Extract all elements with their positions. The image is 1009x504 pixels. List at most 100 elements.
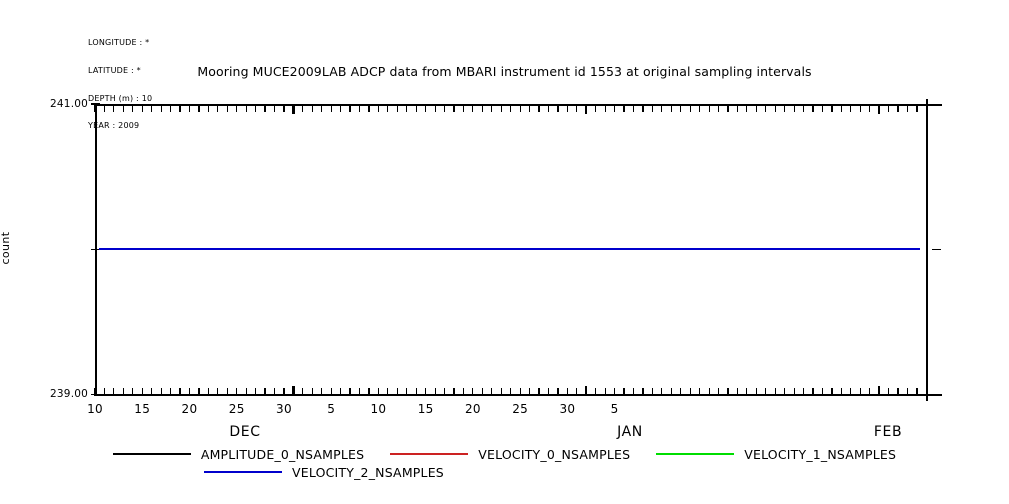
x-tick-mark [784, 388, 786, 396]
x-tick-mark [661, 388, 663, 396]
legend-item-velocity-0-nsamples[interactable]: VELOCITY_0_NSAMPLES [390, 447, 630, 462]
legend-row-2: VELOCITY_2_NSAMPLES [0, 464, 1009, 480]
x-tick-mark [453, 104, 455, 112]
legend-label: AMPLITUDE_0_NSAMPLES [200, 446, 365, 462]
x-tick-mark [765, 104, 767, 112]
x-tick-mark [160, 104, 162, 112]
legend-color-swatch [656, 453, 735, 455]
x-tick-mark [377, 388, 380, 396]
x-tick-mark [491, 104, 493, 112]
x-tick-mark [774, 388, 776, 396]
x-tick-mark [113, 104, 115, 112]
x-tick-mark [94, 388, 96, 396]
x-tick-mark [103, 388, 106, 396]
x-tick-mark [481, 104, 483, 112]
x-tick-mark [510, 388, 512, 396]
x-tick-mark [425, 388, 427, 396]
x-tick-mark [651, 104, 653, 112]
x-tick-mark [746, 388, 748, 396]
x-tick-mark [632, 388, 635, 396]
x-tick-mark [122, 388, 124, 396]
x-tick-mark [340, 104, 342, 112]
x-tick-mark [169, 388, 172, 396]
x-tick-mark [387, 388, 389, 396]
x-tick-mark [264, 388, 266, 396]
x-tick-mark [169, 104, 172, 112]
x-tick-mark [661, 104, 663, 112]
x-tick-mark [340, 388, 342, 396]
x-tick-mark [387, 104, 389, 112]
x-tick-mark [765, 388, 767, 396]
x-tick-mark [255, 104, 257, 112]
x-tick-mark [434, 104, 436, 112]
x-tick-mark [406, 104, 408, 112]
x-tick-mark [557, 388, 559, 396]
legend-color-swatch [390, 453, 469, 455]
x-tick-mark [689, 104, 691, 112]
x-tick-mark [802, 104, 805, 112]
x-tick-mark [377, 104, 380, 112]
x-tick-mark [689, 388, 691, 396]
x-tick-mark [273, 104, 276, 112]
legend-label: VELOCITY_2_NSAMPLES [292, 464, 444, 480]
x-tick-mark [179, 388, 181, 396]
legend-item-amplitude-0-nsamples[interactable]: AMPLITUDE_0_NSAMPLES [112, 446, 365, 462]
x-tick-label: 10 [87, 402, 103, 416]
x-tick-mark [906, 388, 909, 396]
x-tick-mark [547, 388, 550, 396]
metadata-block: LONGITUDE : * LATITUDE : * DEPTH (m) : 1… [88, 20, 152, 140]
x-tick-mark [736, 388, 739, 396]
legend-color-swatch [204, 471, 282, 473]
x-tick-mark [812, 104, 814, 112]
x-tick-label: 30 [276, 402, 292, 416]
metadata-year: YEAR : 2009 [88, 121, 140, 131]
x-tick-mark [566, 104, 568, 112]
x-tick-label: 15 [417, 402, 434, 416]
x-tick-mark [642, 388, 644, 396]
x-tick-mark [623, 104, 625, 112]
x-tick-mark [368, 104, 370, 112]
x-tick-mark [500, 104, 502, 112]
x-tick-mark [831, 388, 833, 396]
x-tick-mark [236, 104, 238, 112]
x-tick-mark [443, 104, 446, 112]
x-tick-mark [94, 104, 96, 112]
x-tick-mark [519, 388, 521, 396]
x-tick-mark [406, 388, 408, 396]
x-tick-mark [670, 388, 672, 396]
x-axis-month-label: JAN [617, 424, 643, 440]
x-tick-mark [925, 388, 927, 396]
x-tick-label: 25 [512, 402, 529, 416]
x-tick-mark [604, 104, 606, 112]
x-tick-mark [802, 388, 805, 396]
x-tick-mark [358, 104, 361, 112]
chart-title: Mooring MUCE2009LAB ADCP data from MBARI… [197, 64, 812, 79]
x-tick-mark [755, 388, 757, 396]
data-series-line [99, 248, 921, 250]
x-tick-mark [538, 104, 540, 112]
x-tick-mark [528, 388, 531, 396]
y-tick-mark-left-max [91, 103, 100, 105]
plot-area [91, 99, 942, 401]
x-tick-label: 15 [134, 402, 151, 416]
x-tick-mark [122, 104, 124, 112]
x-tick-mark [519, 104, 521, 112]
legend-label: VELOCITY_0_NSAMPLES [478, 446, 631, 462]
x-tick-mark [425, 104, 427, 112]
y-tick-label-max: 241.00 [50, 98, 88, 110]
x-tick-mark [472, 104, 474, 112]
x-tick-mark [708, 104, 710, 112]
metadata-depth: DEPTH (m) : 10 [88, 93, 153, 103]
legend-row-1: AMPLITUDE_0_NSAMPLES VELOCITY_0_NSAMPLES… [0, 446, 1009, 462]
x-tick-mark [755, 104, 757, 112]
x-tick-mark [434, 388, 436, 396]
legend-item-velocity-1-nsamples[interactable]: VELOCITY_1_NSAMPLES [656, 447, 896, 462]
x-tick-mark [528, 104, 531, 112]
x-axis-month-label: FEB [873, 424, 903, 440]
legend-item-velocity-2-nsamples[interactable]: VELOCITY_2_NSAMPLES [204, 465, 444, 480]
x-tick-mark [840, 388, 842, 396]
legend-label: VELOCITY_1_NSAMPLES [744, 446, 897, 462]
x-tick-mark [302, 104, 304, 112]
x-tick-mark-month-boundary [877, 386, 881, 396]
x-tick-mark [396, 388, 398, 396]
